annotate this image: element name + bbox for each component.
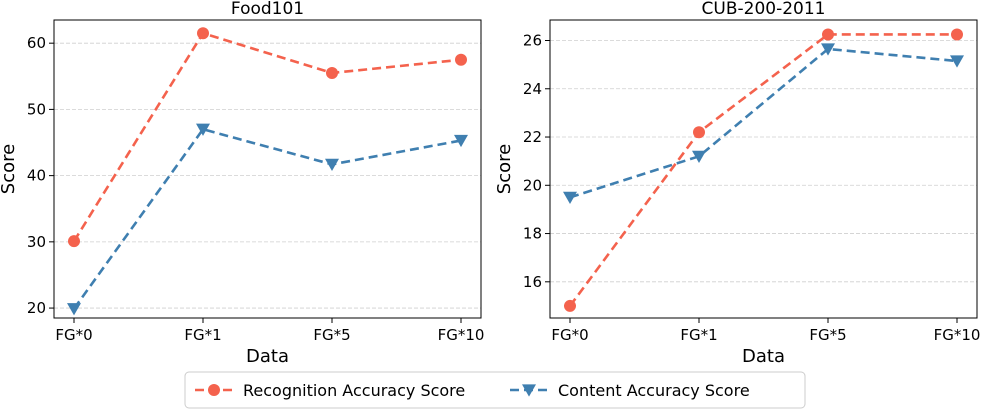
- x-tick-label: FG*1: [184, 326, 221, 344]
- y-tick-label: 24: [523, 80, 542, 98]
- chart-panel-1: 20 30 40 50 60 FG*0 FG*1 FG*5 FG*10 Food101 Data Sc…: [0, 0, 484, 367]
- x-tick-label: FG*1: [680, 326, 717, 344]
- chart-title: Food101: [231, 0, 304, 19]
- data-point: [563, 191, 577, 205]
- data-point: [197, 27, 209, 40]
- legend-frame: [184, 371, 806, 409]
- data-point: [822, 28, 834, 41]
- x-axis-label: Data: [742, 346, 785, 367]
- data-point: [455, 53, 467, 66]
- y-axis-label: Score: [0, 144, 19, 194]
- y-tick-label: 16: [523, 273, 542, 291]
- data-point: [326, 66, 338, 79]
- data-point: [325, 158, 339, 172]
- y-tick-label: 20: [523, 176, 542, 194]
- series-line: [72, 31, 462, 242]
- legend-marker: [522, 384, 536, 397]
- axes-frame: [549, 19, 978, 319]
- y-axis-label: Score: [494, 144, 515, 194]
- x-tick-label: FG*10: [934, 326, 981, 344]
- legend-item-2: Content Accuracy Score: [510, 381, 750, 400]
- data-point: [693, 126, 705, 139]
- series-1: [68, 27, 467, 248]
- axes-frame: [53, 19, 482, 319]
- x-tick-label: FG*10: [438, 326, 485, 344]
- x-tick-label: FG*0: [55, 326, 92, 344]
- series-2: [563, 43, 964, 205]
- data-point: [564, 299, 576, 312]
- series-line: [72, 127, 462, 310]
- data-point: [821, 43, 835, 56]
- y-tick-label: 18: [523, 225, 542, 243]
- y-tick-label: 22: [523, 128, 542, 146]
- x-axis-label: Data: [246, 346, 289, 367]
- series-1: [564, 28, 963, 312]
- x-tick-label: FG*5: [809, 326, 846, 344]
- y-tick-label: 40: [27, 167, 46, 185]
- data-point: [68, 235, 80, 248]
- y-tick-label: 60: [27, 34, 46, 52]
- legend-item-1: Recognition Accuracy Score: [195, 381, 465, 400]
- y-tick-label: 30: [27, 233, 46, 251]
- data-point: [196, 123, 210, 136]
- data-point: [454, 134, 468, 148]
- legend-marker: [208, 384, 220, 396]
- legend-label: Recognition Accuracy Score: [243, 381, 465, 400]
- y-tick-label: 50: [27, 100, 46, 118]
- legend-label: Content Accuracy Score: [558, 381, 750, 400]
- series-line: [568, 33, 957, 307]
- series-2: [67, 123, 468, 316]
- data-point: [950, 55, 964, 68]
- x-tick-label: FG*5: [313, 326, 350, 344]
- y-tick-label: 20: [27, 299, 46, 317]
- chart-title: CUB-200-2011: [702, 0, 826, 19]
- y-tick-label: 26: [523, 32, 542, 50]
- data-point: [692, 150, 706, 163]
- legend: Recognition Accuracy Score Content Accura…: [184, 371, 806, 409]
- data-point: [951, 28, 963, 41]
- chart-panel-2: 16 18 20 22 24 26 FG*0 FG*1 FG*5 FG*10 CUB-200-201…: [494, 0, 980, 367]
- series-line: [569, 47, 958, 199]
- data-point: [67, 303, 81, 316]
- x-tick-label: FG*0: [551, 326, 588, 344]
